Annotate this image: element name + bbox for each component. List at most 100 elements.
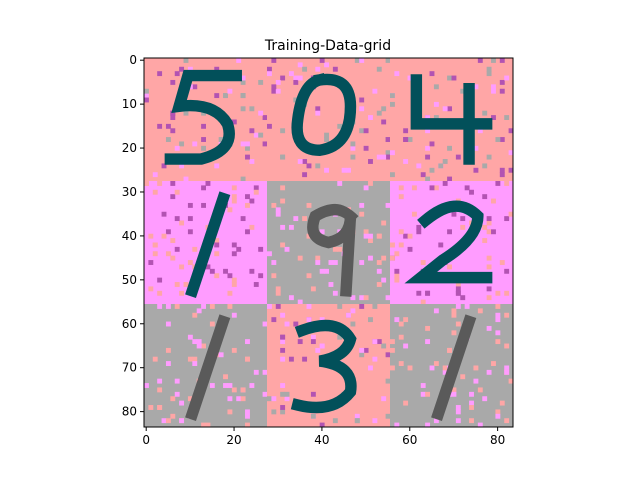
- noise-pixel: [315, 260, 321, 265]
- x-tick-label: 20: [226, 433, 241, 447]
- noise-pixel: [504, 115, 510, 120]
- tile-digit-1: [144, 304, 268, 427]
- noise-pixel: [433, 84, 439, 90]
- noise-pixel: [310, 413, 316, 419]
- noise-pixel: [280, 75, 286, 81]
- heatmap-image: [144, 58, 513, 427]
- noise-pixel: [381, 343, 387, 349]
- noise-pixel: [271, 396, 277, 402]
- noise-pixel: [288, 224, 294, 230]
- noise-pixel: [385, 150, 391, 156]
- y-tick-label: 70: [122, 361, 137, 375]
- noise-pixel: [174, 282, 180, 287]
- noise-pixel: [403, 159, 409, 164]
- noise-pixel: [398, 321, 404, 327]
- noise-pixel: [179, 290, 185, 296]
- y-tick-label: 40: [122, 229, 137, 243]
- noise-pixel: [183, 282, 189, 287]
- noise-pixel: [368, 115, 373, 120]
- noise-pixel: [179, 141, 185, 147]
- noise-pixel: [407, 365, 413, 371]
- digit-stroke: [164, 69, 242, 165]
- noise-pixel: [394, 273, 400, 279]
- noise-pixel: [192, 84, 198, 90]
- noise-pixel: [482, 396, 488, 402]
- tile-digit-9: [267, 181, 391, 305]
- noise-pixel: [297, 62, 303, 68]
- noise-pixel: [214, 66, 220, 72]
- noise-pixel: [280, 383, 286, 388]
- noise-pixel: [227, 396, 233, 402]
- noise-pixel: [144, 181, 149, 186]
- noise-pixel: [447, 75, 452, 81]
- noise-pixel: [227, 383, 233, 388]
- noise-pixel: [280, 339, 286, 345]
- noise-pixel: [223, 268, 228, 274]
- noise-pixel: [271, 88, 277, 94]
- noise-pixel: [170, 115, 176, 120]
- noise-pixel: [302, 66, 308, 72]
- noise-pixel: [324, 167, 329, 173]
- noise-pixel: [196, 339, 202, 345]
- noise-pixel: [179, 418, 185, 424]
- noise-pixel: [245, 413, 250, 419]
- noise-pixel: [258, 110, 264, 116]
- noise-pixel: [157, 378, 163, 384]
- noise-pixel: [381, 106, 387, 112]
- noise-pixel: [425, 391, 431, 397]
- noise-pixel: [201, 202, 206, 208]
- noise-pixel: [324, 132, 329, 138]
- y-axis: 0 10 20 30 40 50 60 70 80: [122, 53, 144, 419]
- noise-pixel: [275, 207, 281, 213]
- noise-pixel: [363, 295, 369, 301]
- noise-pixel: [354, 418, 360, 424]
- noise-pixel: [231, 387, 237, 393]
- noise-pixel: [390, 339, 395, 345]
- noise-pixel: [429, 141, 435, 147]
- noise-pixel: [187, 216, 193, 222]
- noise-pixel: [310, 334, 316, 340]
- noise-pixel: [486, 325, 492, 331]
- noise-pixel: [148, 233, 154, 239]
- noise-pixel: [390, 347, 395, 353]
- x-axis: 0 20 40 60 80: [142, 427, 505, 447]
- noise-pixel: [455, 304, 461, 309]
- digit-stroke: [410, 74, 493, 165]
- noise-pixel: [262, 141, 268, 147]
- noise-pixel: [280, 409, 286, 415]
- noise-pixel: [306, 317, 312, 323]
- noise-pixel: [376, 154, 382, 160]
- noise-pixel: [394, 422, 400, 427]
- noise-pixel: [267, 71, 272, 77]
- noise-pixel: [473, 365, 479, 371]
- noise-pixel: [499, 167, 505, 173]
- noise-pixel: [499, 172, 505, 178]
- noise-pixel: [447, 145, 452, 151]
- noise-pixel: [504, 418, 510, 424]
- noise-pixel: [297, 75, 303, 81]
- noise-pixel: [174, 391, 180, 397]
- noise-pixel: [403, 343, 409, 349]
- noise-pixel: [223, 374, 228, 380]
- noise-pixel: [491, 84, 496, 90]
- noise-pixel: [179, 220, 185, 226]
- noise-pixel: [315, 110, 321, 116]
- noise-pixel: [262, 391, 268, 397]
- noise-pixel: [297, 299, 303, 305]
- noise-pixel: [508, 150, 513, 156]
- noise-pixel: [284, 391, 290, 397]
- noise-pixel: [275, 79, 281, 85]
- noise-pixel: [403, 233, 409, 239]
- noise-pixel: [455, 321, 461, 327]
- noise-pixel: [425, 325, 431, 331]
- noise-pixel: [201, 137, 206, 142]
- noise-pixel: [306, 233, 312, 239]
- noise-pixel: [152, 189, 158, 195]
- noise-pixel: [144, 97, 149, 103]
- tile-digit-3: [267, 304, 391, 427]
- noise-pixel: [218, 352, 224, 358]
- noise-pixel: [258, 132, 264, 138]
- noise-pixel: [315, 66, 321, 72]
- noise-pixel: [411, 211, 417, 217]
- noise-pixel: [447, 106, 452, 112]
